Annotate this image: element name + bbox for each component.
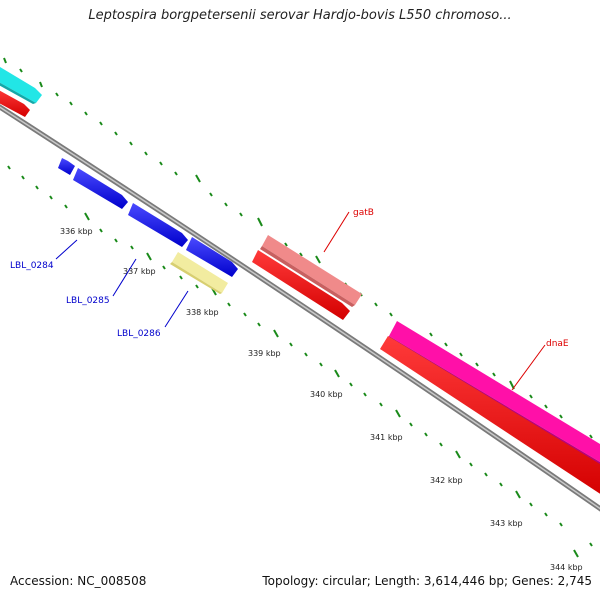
cyan-gene-feature[interactable] bbox=[0, 64, 42, 104]
red-cds-gatB[interactable] bbox=[252, 250, 350, 320]
tick-label-336: 336 kbp bbox=[60, 227, 93, 236]
scale-labels: 336 kbp 337 kbp 338 kbp 339 kbp 340 kbp … bbox=[60, 227, 583, 572]
gene-label-LBL_0286: LBL_0286 bbox=[117, 329, 161, 339]
gene-label-LBL_0284: LBL_0284 bbox=[10, 261, 54, 271]
tick-label-342: 342 kbp bbox=[430, 476, 463, 485]
gene-label-LBL_0285: LBL_0285 bbox=[66, 296, 110, 306]
chromosome-backbone-inner bbox=[0, 106, 600, 510]
gene-label-gatB: gatB bbox=[353, 208, 374, 218]
accession-text: Accession: NC_008508 bbox=[10, 574, 147, 588]
pink-gene-gatB[interactable] bbox=[260, 235, 362, 307]
blue-gene-feature-right[interactable] bbox=[186, 237, 238, 277]
red-cds-dnaE[interactable] bbox=[380, 336, 600, 497]
label-leader-lines bbox=[55, 211, 546, 391]
tick-label-340: 340 kbp bbox=[310, 390, 343, 399]
tick-label-337: 337 kbp bbox=[123, 267, 156, 276]
tick-label-338: 338 kbp bbox=[186, 308, 219, 317]
gene-label-dnaE: dnaE bbox=[546, 339, 569, 349]
map-title: Leptospira borgpetersenii serovar Hardjo… bbox=[88, 8, 512, 23]
outer-tick-ring bbox=[3, 57, 593, 439]
blue-gene-LBL_0284[interactable] bbox=[58, 158, 75, 175]
yellow-gene-LBL_0286[interactable] bbox=[170, 252, 228, 294]
tick-label-344: 344 kbp bbox=[550, 563, 583, 572]
tick-label-339: 339 kbp bbox=[248, 349, 281, 358]
genome-summary-text: Topology: circular; Length: 3,614,446 bp… bbox=[262, 574, 592, 588]
blue-gene-LBL_0285[interactable] bbox=[73, 168, 188, 247]
tick-label-343: 343 kbp bbox=[490, 519, 523, 528]
inner-tick-ring bbox=[7, 165, 593, 558]
red-cds-feature-topleft[interactable] bbox=[0, 88, 30, 117]
tick-label-341: 341 kbp bbox=[370, 433, 403, 442]
gene-labels: LBL_0284 LBL_0285 LBL_0286 gatB dnaE bbox=[10, 208, 569, 349]
